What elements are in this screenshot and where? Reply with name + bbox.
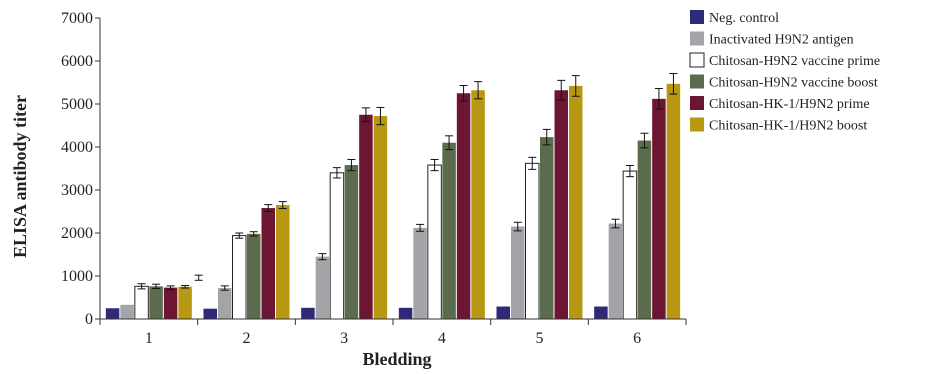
bar-series-6-cat-6 bbox=[666, 83, 681, 319]
bar-series-3-cat-4 bbox=[427, 164, 442, 320]
x-tick-label: 6 bbox=[633, 330, 641, 347]
legend-label-3: Chitosan-H9N2 vaccine prime bbox=[709, 54, 880, 69]
bar-series-6-cat-2 bbox=[276, 205, 290, 319]
bar-series-2-cat-3 bbox=[315, 256, 330, 319]
legend-swatch-4 bbox=[690, 74, 704, 89]
bar-series-5-cat-6 bbox=[652, 98, 666, 319]
y-tick-label: 3000 bbox=[61, 182, 93, 199]
bar-series-5-cat-1 bbox=[163, 287, 178, 319]
y-tick-label: 6000 bbox=[61, 53, 93, 70]
bar-series-4-cat-5 bbox=[540, 137, 554, 319]
bar-series-4-cat-6 bbox=[637, 140, 652, 319]
legend-swatch-3 bbox=[689, 52, 705, 68]
bar-series-1-cat-2 bbox=[203, 308, 217, 319]
bar-series-6-cat-1 bbox=[178, 286, 192, 319]
y-ticks-group: 0 1000 2000 3000 4000 5000 6000 7000 bbox=[61, 10, 100, 328]
bar-series-6-cat-5 bbox=[569, 85, 583, 319]
bar-series-1-cat-6 bbox=[594, 306, 608, 319]
legend-label-6: Chitosan-HK-1/H9N2 boost bbox=[709, 119, 867, 134]
x-tick-label: 1 bbox=[145, 330, 153, 347]
y-axis-title: ELISA antibody titer bbox=[10, 95, 30, 258]
y-tick-label: 5000 bbox=[61, 96, 93, 113]
y-tick-label: 7000 bbox=[61, 10, 93, 27]
bar-series-3-cat-2 bbox=[232, 235, 247, 320]
bar-series-2-cat-6 bbox=[608, 223, 623, 319]
bar-series-3-cat-6 bbox=[622, 170, 638, 320]
legend-swatch-2 bbox=[690, 31, 704, 46]
y-tick-label: 1000 bbox=[61, 268, 93, 285]
bars-group bbox=[105, 72, 681, 320]
bar-series-1-cat-1 bbox=[105, 308, 120, 319]
bar-series-5-cat-3 bbox=[359, 114, 373, 319]
bar-series-6-cat-3 bbox=[373, 116, 388, 319]
x-tick-label: 4 bbox=[438, 330, 446, 347]
x-tick-label: 2 bbox=[243, 330, 251, 347]
bar-series-6-cat-4 bbox=[471, 90, 485, 320]
bar-series-1-cat-3 bbox=[301, 307, 315, 319]
bar-series-5-cat-5 bbox=[554, 90, 568, 320]
bar-series-1-cat-4 bbox=[398, 307, 413, 319]
legend-label-1: Neg. control bbox=[709, 11, 779, 26]
bar-series-4-cat-3 bbox=[344, 165, 359, 319]
x-tick-label: 5 bbox=[536, 330, 544, 347]
bar-series-2-cat-1 bbox=[120, 304, 134, 319]
y-tick-label: 4000 bbox=[61, 139, 93, 156]
legend-label-4: Chitosan-H9N2 vaccine boost bbox=[709, 76, 878, 91]
legend-swatch-5 bbox=[690, 96, 704, 110]
x-tick-label: 3 bbox=[340, 330, 348, 347]
bar-series-2-cat-5 bbox=[511, 226, 525, 319]
legend-swatch-1 bbox=[690, 10, 704, 24]
bar-series-4-cat-1 bbox=[149, 286, 163, 319]
x-axis-title: Bledding bbox=[362, 349, 431, 369]
bar-series-2-cat-2 bbox=[218, 288, 232, 319]
bar-series-4-cat-2 bbox=[247, 233, 261, 319]
axes-group bbox=[99, 18, 686, 320]
bar-series-4-cat-4 bbox=[442, 142, 456, 319]
legend: Neg. control Inactivated H9N2 antigen Chit… bbox=[689, 10, 880, 134]
legend-label-2: Inactivated H9N2 antigen bbox=[709, 33, 854, 48]
legend-label-5: Chitosan-HK-1/H9N2 prime bbox=[709, 97, 870, 112]
bar-series-1-cat-5 bbox=[496, 306, 510, 319]
bar-series-2-cat-4 bbox=[413, 227, 427, 319]
x-ticks-group: 1 2 3 4 5 6 bbox=[99, 319, 687, 347]
legend-swatch-6 bbox=[690, 117, 704, 132]
bar-series-5-cat-4 bbox=[456, 93, 471, 319]
bar-series-5-cat-2 bbox=[261, 208, 275, 319]
bar-series-3-cat-1 bbox=[134, 285, 149, 320]
bar-series-3-cat-3 bbox=[329, 172, 345, 320]
y-tick-label: 0 bbox=[85, 311, 93, 328]
y-tick-label: 2000 bbox=[61, 225, 93, 242]
bar-series-3-cat-5 bbox=[525, 162, 540, 320]
